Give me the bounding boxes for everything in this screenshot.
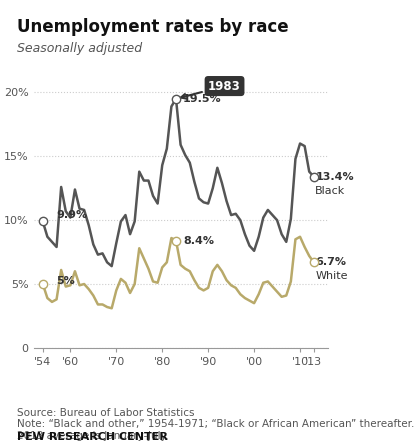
- Text: 9.9%: 9.9%: [57, 210, 88, 220]
- Text: 1983: 1983: [181, 79, 241, 99]
- Text: Source: Bureau of Labor Statistics: Source: Bureau of Labor Statistics: [17, 408, 194, 418]
- Text: Note: “Black and other,” 1954-1971; “Black or African American” thereafter.
2013: Note: “Black and other,” 1954-1971; “Bla…: [17, 419, 414, 441]
- Text: 13.4%: 13.4%: [315, 172, 354, 182]
- Text: White: White: [315, 271, 348, 281]
- Text: PEW RESEARCH CENTER: PEW RESEARCH CENTER: [17, 432, 168, 442]
- Text: Black: Black: [315, 186, 345, 196]
- Text: Unemployment rates by race: Unemployment rates by race: [17, 18, 289, 36]
- Text: 8.4%: 8.4%: [183, 235, 214, 246]
- Text: 5%: 5%: [57, 277, 75, 286]
- Text: 6.7%: 6.7%: [315, 257, 346, 267]
- Text: 19.5%: 19.5%: [183, 94, 221, 104]
- Text: Seasonally adjusted: Seasonally adjusted: [17, 42, 142, 55]
